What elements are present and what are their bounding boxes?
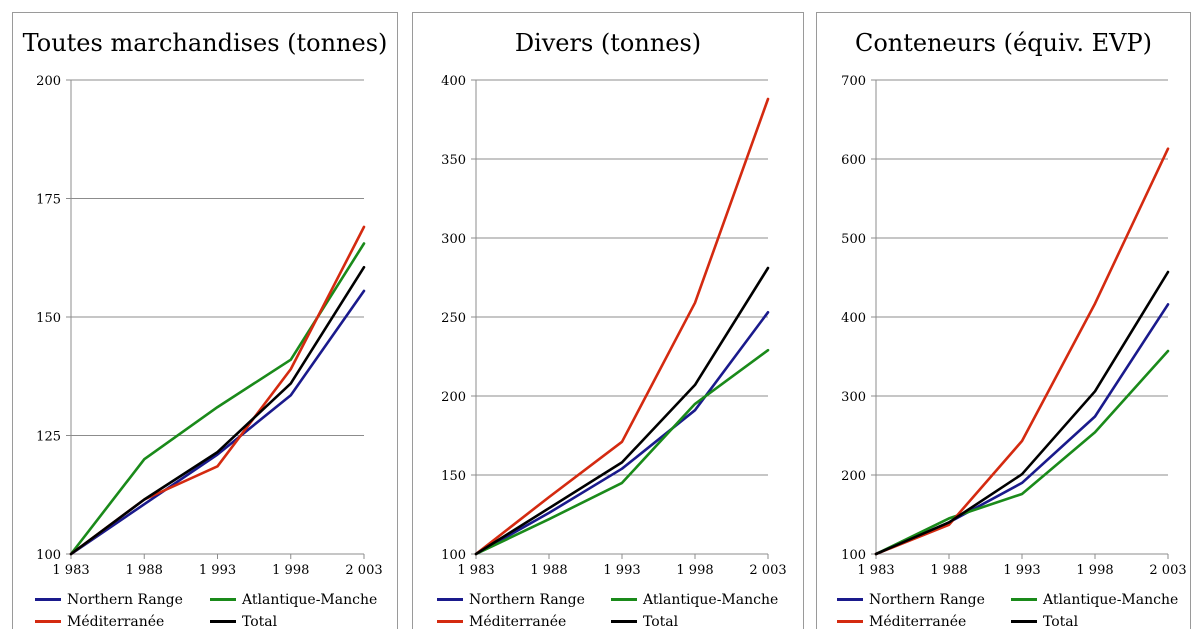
line-chart: 100 150 200 250 300 350 400 1 983 1 988 1 993 1 99… xyxy=(441,74,786,578)
y-tick-label: 500 xyxy=(841,232,866,247)
legend-item-mediterranee: Méditerranée xyxy=(437,613,566,631)
series-line-atlantique-manche xyxy=(69,242,366,556)
y-tick-label: 400 xyxy=(841,311,866,326)
legend-label: Atlantique-Manche xyxy=(1043,592,1179,608)
legend-label: Northern Range xyxy=(869,592,985,608)
legend-swatch xyxy=(837,619,863,623)
legend-item-northern-range: Northern Range xyxy=(837,591,985,609)
y-tick-label: 400 xyxy=(441,74,466,89)
legend-swatch xyxy=(611,597,637,601)
y-tick-label: 200 xyxy=(841,469,866,484)
x-tick-label: 1 993 xyxy=(199,563,236,578)
chart-panel-conteneurs: Conteneurs (équiv. EVP) 100 200 300 400 500 6… xyxy=(816,12,1191,630)
chart-panel-divers: Divers (tonnes) 100 150 200 250 300 350 400 1 9… xyxy=(412,12,804,630)
x-tick-label: 1 983 xyxy=(52,563,89,578)
y-tick-label: 125 xyxy=(36,430,61,445)
y-tick-label: 200 xyxy=(36,74,61,89)
legend-label: Total xyxy=(643,614,679,630)
y-tick-label: 700 xyxy=(841,74,866,89)
x-tick-label: 1 993 xyxy=(603,563,640,578)
x-tick-label: 1 998 xyxy=(272,563,309,578)
x-tick-label: 2 003 xyxy=(749,563,786,578)
series-line-mediterranee xyxy=(874,147,1170,556)
legend-label: Méditerranée xyxy=(869,614,967,630)
y-tick-label: 350 xyxy=(441,153,466,168)
x-tick-label: 1 998 xyxy=(676,563,713,578)
legend-item-mediterranee: Méditerranée xyxy=(837,613,966,631)
line-chart: 100 200 300 400 500 600 700 1 983 1 988 1 993 1 99… xyxy=(841,74,1186,578)
y-tick-label: 600 xyxy=(841,153,866,168)
x-tick-label: 1 983 xyxy=(857,563,894,578)
x-tick-label: 2 003 xyxy=(345,563,382,578)
legend-swatch xyxy=(1011,597,1037,601)
series-line-total xyxy=(69,265,366,556)
series-line-total xyxy=(874,270,1170,556)
x-tick-label: 1 988 xyxy=(930,563,967,578)
legend-label: Atlantique-Manche xyxy=(242,592,378,608)
chart-legend: Northern Range Atlantique-Manche Méditer… xyxy=(13,589,397,633)
chart-title: Conteneurs (équiv. EVP) xyxy=(854,29,1153,57)
series-line-northern-range xyxy=(69,289,366,556)
legend-swatch xyxy=(35,597,61,601)
legend-item-total: Total xyxy=(210,613,277,631)
legend-item-total: Total xyxy=(1011,613,1078,631)
legend-swatch xyxy=(35,619,61,623)
legend-item-northern-range: Northern Range xyxy=(437,591,585,609)
x-tick-label: 1 988 xyxy=(126,563,163,578)
chart-title: Divers (tonnes) xyxy=(514,29,702,57)
series-line-atlantique-manche xyxy=(874,349,1170,556)
x-tick-label: 1 983 xyxy=(457,563,494,578)
series-line-mediterranee xyxy=(474,97,770,556)
y-tick-label: 300 xyxy=(841,390,866,405)
legend-item-atlantique-manche: Atlantique-Manche xyxy=(1011,591,1178,609)
y-tick-label: 150 xyxy=(441,469,466,484)
series-line-mediterranee xyxy=(69,225,366,556)
chart-legend: Northern Range Atlantique-Manche Méditer… xyxy=(817,589,1190,633)
legend-item-total: Total xyxy=(611,613,678,631)
chart-title: Toutes marchandises (tonnes) xyxy=(22,29,388,57)
legend-swatch xyxy=(837,597,863,601)
y-tick-label: 175 xyxy=(36,193,61,208)
chart-legend: Northern Range Atlantique-Manche Méditer… xyxy=(413,589,803,633)
legend-swatch xyxy=(210,597,236,601)
y-tick-label: 300 xyxy=(441,232,466,247)
series-line-northern-range xyxy=(474,310,770,556)
legend-swatch xyxy=(437,597,463,601)
legend-label: Atlantique-Manche xyxy=(643,592,779,608)
legend-label: Total xyxy=(1043,614,1079,630)
legend-label: Northern Range xyxy=(67,592,183,608)
y-tick-label: 200 xyxy=(441,390,466,405)
legend-label: Méditerranée xyxy=(67,614,165,630)
series-line-total xyxy=(474,266,770,556)
y-tick-label: 100 xyxy=(841,548,866,563)
legend-swatch xyxy=(611,619,637,623)
legend-item-mediterranee: Méditerranée xyxy=(35,613,164,631)
line-chart: 100 125 150 175 200 1 983 1 988 1 993 1 998 2 003 xyxy=(36,74,382,578)
y-tick-label: 250 xyxy=(441,311,466,326)
x-tick-label: 1 988 xyxy=(530,563,567,578)
legend-label: Total xyxy=(242,614,278,630)
legend-swatch xyxy=(1011,619,1037,623)
legend-item-northern-range: Northern Range xyxy=(35,591,183,609)
legend-swatch xyxy=(210,619,236,623)
y-tick-label: 100 xyxy=(36,548,61,563)
x-tick-label: 2 003 xyxy=(1149,563,1186,578)
x-tick-label: 1 993 xyxy=(1003,563,1040,578)
legend-label: Northern Range xyxy=(469,592,585,608)
y-tick-label: 150 xyxy=(36,311,61,326)
chart-panel-toutes-marchandises: Toutes marchandises (tonnes) 100 125 150 17… xyxy=(12,12,398,630)
legend-label: Méditerranée xyxy=(469,614,567,630)
y-tick-label: 100 xyxy=(441,548,466,563)
series-line-atlantique-manche xyxy=(474,348,770,556)
legend-swatch xyxy=(437,619,463,623)
legend-item-atlantique-manche: Atlantique-Manche xyxy=(611,591,778,609)
legend-item-atlantique-manche: Atlantique-Manche xyxy=(210,591,377,609)
x-tick-label: 1 998 xyxy=(1076,563,1113,578)
